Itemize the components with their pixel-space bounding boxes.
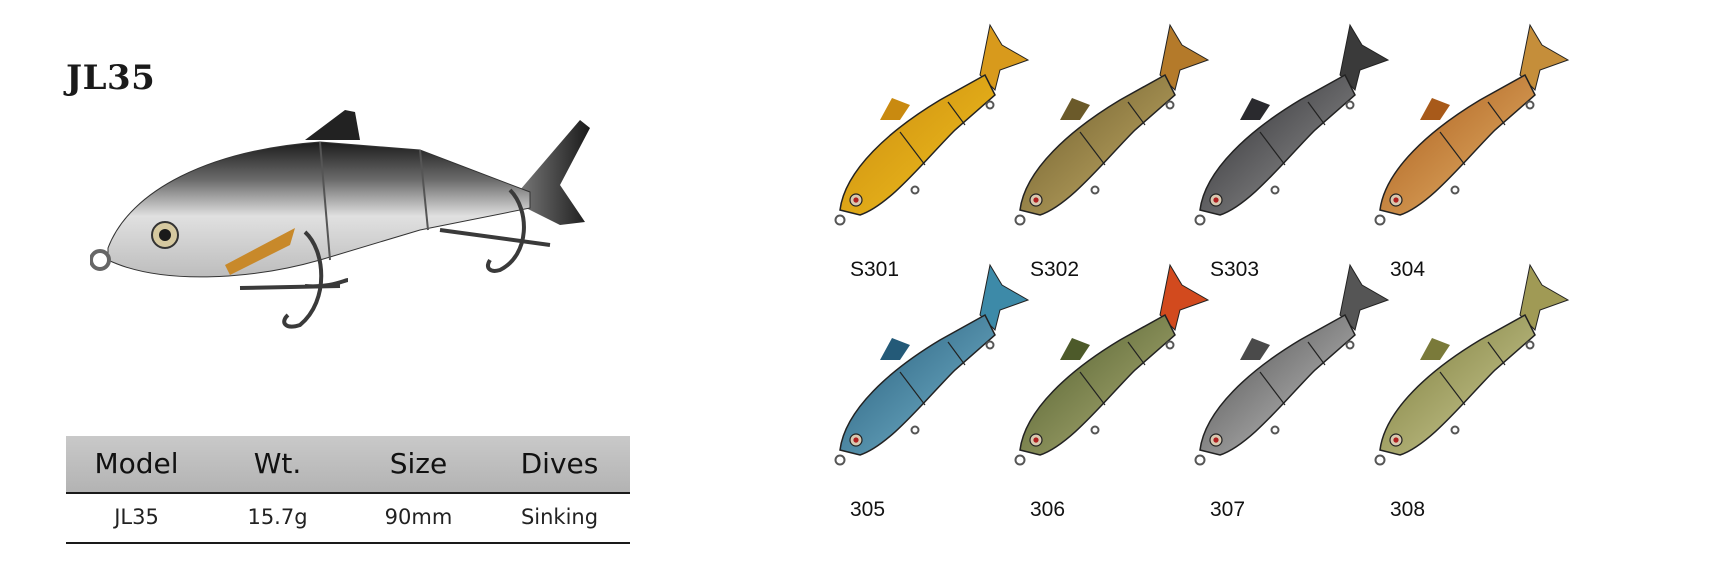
variant-tile[interactable]: 307 — [1190, 260, 1410, 521]
variant-tile[interactable]: S302 — [1010, 20, 1230, 281]
variant-tile[interactable]: 308 — [1370, 260, 1590, 521]
variant-tile[interactable]: S301 — [830, 20, 1050, 281]
lure-thumbnail — [834, 23, 1030, 226]
header-model: Model — [94, 447, 179, 480]
hero-lure-image — [90, 110, 590, 329]
variant-tile[interactable]: 306 — [1010, 260, 1230, 521]
header-weight: Wt. — [253, 447, 302, 480]
product-title: JL35 — [66, 58, 156, 98]
variant-code: 308 — [1390, 498, 1426, 521]
variant-code: 304 — [1390, 258, 1426, 281]
lure-thumbnail — [1014, 23, 1210, 226]
spec-table-row: JL35 15.7g 90mm Sinking — [66, 494, 630, 544]
variant-code: S303 — [1210, 258, 1260, 281]
variant-code: S301 — [850, 258, 900, 281]
variant-tile[interactable]: S303 — [1190, 20, 1410, 281]
lure-thumbnail — [1374, 263, 1570, 466]
header-dives: Dives — [520, 447, 599, 480]
cell-model: JL35 — [114, 505, 159, 529]
variant-code: 306 — [1030, 498, 1066, 521]
cell-dives: Sinking — [520, 505, 599, 529]
lure-thumbnail — [1374, 23, 1570, 226]
spec-table: Model Wt. Size Dives JL35 15.7g 90mm Sin… — [66, 436, 630, 544]
cell-weight: 15.7g — [247, 505, 308, 529]
cell-size: 90mm — [384, 505, 453, 529]
variant-code: S302 — [1030, 258, 1080, 281]
lure-thumbnail — [1194, 263, 1390, 466]
variant-code: 305 — [850, 498, 886, 521]
lure-thumbnail — [1014, 263, 1210, 466]
variant-tile[interactable]: 304 — [1370, 20, 1590, 281]
header-size: Size — [389, 447, 448, 480]
variant-code: 307 — [1210, 498, 1246, 521]
lure-thumbnail — [834, 263, 1030, 466]
lure-thumbnail — [1194, 23, 1390, 226]
spec-table-header: Model Wt. Size Dives — [66, 436, 630, 494]
variant-tile[interactable]: 305 — [830, 260, 1050, 521]
color-variants-grid: S301 S302 S303 304 305 306 307 308 — [830, 20, 1710, 560]
